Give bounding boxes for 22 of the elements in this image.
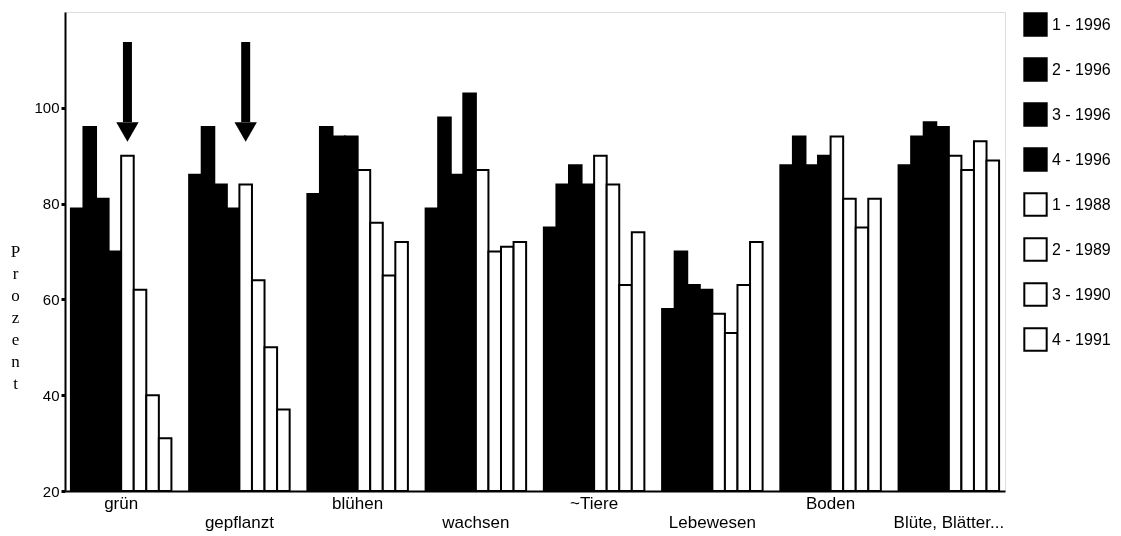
legend-label: 3 - 1990 xyxy=(1052,285,1111,303)
legend-label: 3 - 1996 xyxy=(1052,105,1111,123)
y-tick-label: 100 xyxy=(34,99,60,117)
x-tick-label: Blüte, Blätter... xyxy=(893,512,1005,532)
x-tick-label: blühen xyxy=(332,493,384,513)
x-tick-label: Lebewesen xyxy=(668,512,756,532)
x-tick-label: grün xyxy=(104,493,139,513)
x-tick-label: gepflanzt xyxy=(204,512,275,532)
legend-label: 1 - 1988 xyxy=(1052,195,1111,213)
x-tick-label: wachsen xyxy=(441,512,510,532)
y-axis-title: Prozent xyxy=(10,242,21,393)
legend-label: 4 - 1991 xyxy=(1052,330,1111,348)
y-tick-label: 80 xyxy=(42,195,60,213)
x-tick-label: ~Tiere xyxy=(570,493,619,513)
x-tick-label: Boden xyxy=(806,493,856,513)
legend-label: 1 - 1996 xyxy=(1052,15,1111,33)
legend-label: 4 - 1996 xyxy=(1052,150,1111,168)
y-tick-label: 60 xyxy=(42,290,60,308)
y-tick-label: 40 xyxy=(42,386,60,404)
y-tick-label: 20 xyxy=(42,482,60,500)
legend-label: 2 - 1989 xyxy=(1052,240,1111,258)
legend-label: 2 - 1996 xyxy=(1052,60,1111,78)
